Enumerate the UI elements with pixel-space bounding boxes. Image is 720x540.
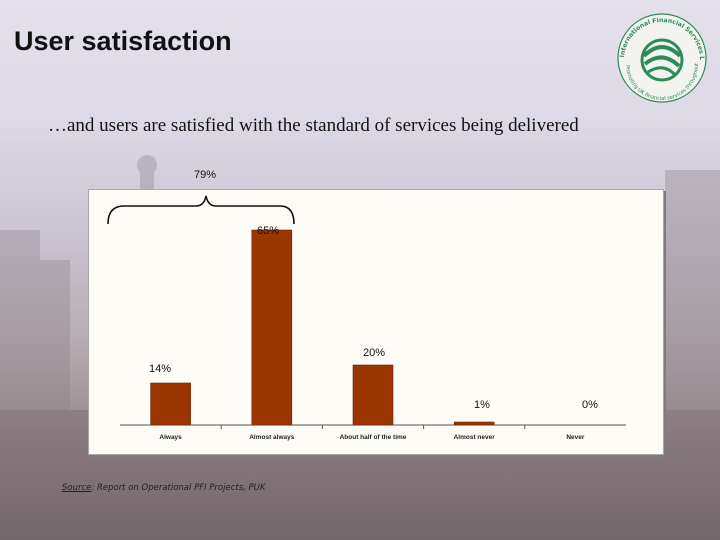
category-label-1: Almost always <box>249 434 295 441</box>
data-label-4: 0% <box>582 399 598 411</box>
data-label-2: 20% <box>363 347 385 359</box>
data-label-3: 1% <box>474 399 490 411</box>
curly-brace-icon <box>107 195 295 225</box>
source-note: Source: Report on Operational PFI Projec… <box>62 483 265 493</box>
source-label: Source <box>62 483 92 493</box>
source-text: : Report on Operational PFI Projects, PU… <box>91 483 266 493</box>
bar-2 <box>352 364 394 426</box>
globe-swirl-icon <box>640 38 684 82</box>
bar-1 <box>251 229 293 426</box>
category-label-3: Almost never <box>454 434 496 441</box>
ifsl-logo: International Financial Services London … <box>612 10 707 103</box>
category-label-0: Always <box>159 434 182 441</box>
bar-3 <box>453 421 495 426</box>
bar-0 <box>150 382 191 426</box>
category-label-4: Never <box>566 434 585 441</box>
category-label-2: About half of the time <box>340 434 407 441</box>
data-label-1: 65% <box>257 225 279 237</box>
slide-subtitle: …and users are satisfied with the standa… <box>48 115 579 136</box>
slide-title: User satisfaction <box>14 26 232 56</box>
bracket-label: 79% <box>194 169 216 181</box>
data-label-0: 14% <box>149 363 171 375</box>
